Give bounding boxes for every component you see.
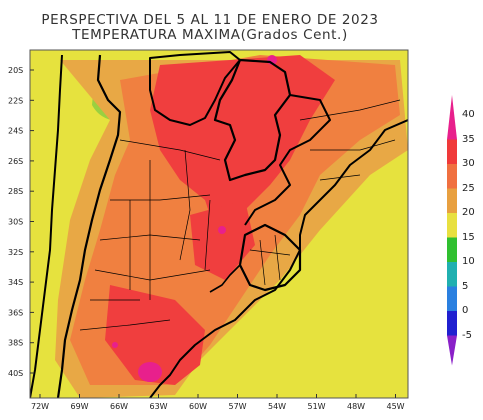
temp-field-35-40-north xyxy=(150,55,335,230)
colorbar-swatch xyxy=(447,164,457,189)
lat-tick-label: 28S xyxy=(8,187,23,196)
lat-tick-label: 26S xyxy=(8,157,23,166)
lat-tick-label: 32S xyxy=(8,248,23,257)
lat-tick-label: 40S xyxy=(8,369,23,378)
colorbar xyxy=(447,95,457,366)
lon-tick-label: 57W xyxy=(229,402,247,411)
colorbar-value-label: 35 xyxy=(462,133,475,145)
colorbar-value-label: 20 xyxy=(462,207,475,218)
lon-tick-label: 51W xyxy=(308,402,326,411)
colorbar-swatch xyxy=(447,139,457,164)
colorbar-swatch xyxy=(447,335,457,366)
map-title-line1: PERSPECTIVA DEL 5 AL 11 DE ENERO DE 2023 xyxy=(41,12,379,28)
lon-tick-label: 48W xyxy=(347,402,365,411)
colorbar-swatch xyxy=(447,237,457,262)
temp-peak-spot-center xyxy=(218,226,226,234)
lat-tick-label: 30S xyxy=(8,218,23,227)
colorbar-value-label: 30 xyxy=(462,158,475,169)
colorbar-swatch xyxy=(447,262,457,287)
coastline-pacific xyxy=(30,54,63,398)
province-lines-2 xyxy=(129,149,211,300)
lon-tick-label: 63W xyxy=(150,402,168,411)
colorbar-value-label: 0 xyxy=(462,305,469,316)
border-chile xyxy=(56,54,122,398)
province-lines-brazil xyxy=(299,99,401,181)
colorbar-value-label: 5 xyxy=(462,280,469,292)
lon-tick-label: 45W xyxy=(387,402,405,411)
lat-tick-label: 24S xyxy=(8,127,23,136)
map-frame xyxy=(29,49,409,399)
temp-field-35-40-center xyxy=(190,200,255,280)
colorbar-swatch xyxy=(447,95,457,140)
border-bolivia xyxy=(149,51,241,126)
colorbar-value-label: 15 xyxy=(462,231,475,243)
lat-tick-label: 36S xyxy=(8,308,23,317)
border-uruguay xyxy=(238,223,302,292)
lat-tick-label: 34S xyxy=(8,278,23,287)
province-lines-uruguay xyxy=(249,234,291,286)
lon-tick-label: 66W xyxy=(110,402,128,411)
lat-tick-label: 38S xyxy=(8,339,23,348)
colorbar-swatch xyxy=(447,213,457,238)
lat-tick-label: 22S xyxy=(8,96,23,105)
colorbar-value-label: 40 xyxy=(462,109,475,120)
border-paraguay xyxy=(213,58,292,182)
colorbar-value-label: 25 xyxy=(462,182,475,194)
colorbar-value-label: -5 xyxy=(462,329,472,341)
longitude-axis: 72W 69W 66W 63W 60W 57W 54W 51W 48W 45W xyxy=(31,394,405,411)
colorbar-swatch xyxy=(447,188,457,213)
lon-tick-label: 69W xyxy=(71,402,89,411)
colorbar-value-label: 10 xyxy=(462,256,475,267)
lon-tick-label: 72W xyxy=(31,402,49,411)
temp-peak-spot-south xyxy=(138,362,162,382)
border-brazil xyxy=(244,94,331,226)
coastline-atlantic xyxy=(149,119,408,398)
temp-peak-spot-pampas xyxy=(112,342,118,348)
colorbar-swatch xyxy=(447,286,457,311)
lon-tick-label: 54W xyxy=(268,402,286,411)
latitude-axis: 20S 22S 24S 26S 28S 30S 32S 34S 36S 38S 40S xyxy=(8,66,34,378)
map-title-line2: TEMPERATURA MAXIMA(Grados Cent.) xyxy=(72,27,348,43)
lon-tick-label: 60W xyxy=(189,402,207,411)
colorbar-swatch xyxy=(447,311,457,336)
lat-tick-label: 20S xyxy=(8,66,23,75)
river-plate xyxy=(209,264,241,293)
